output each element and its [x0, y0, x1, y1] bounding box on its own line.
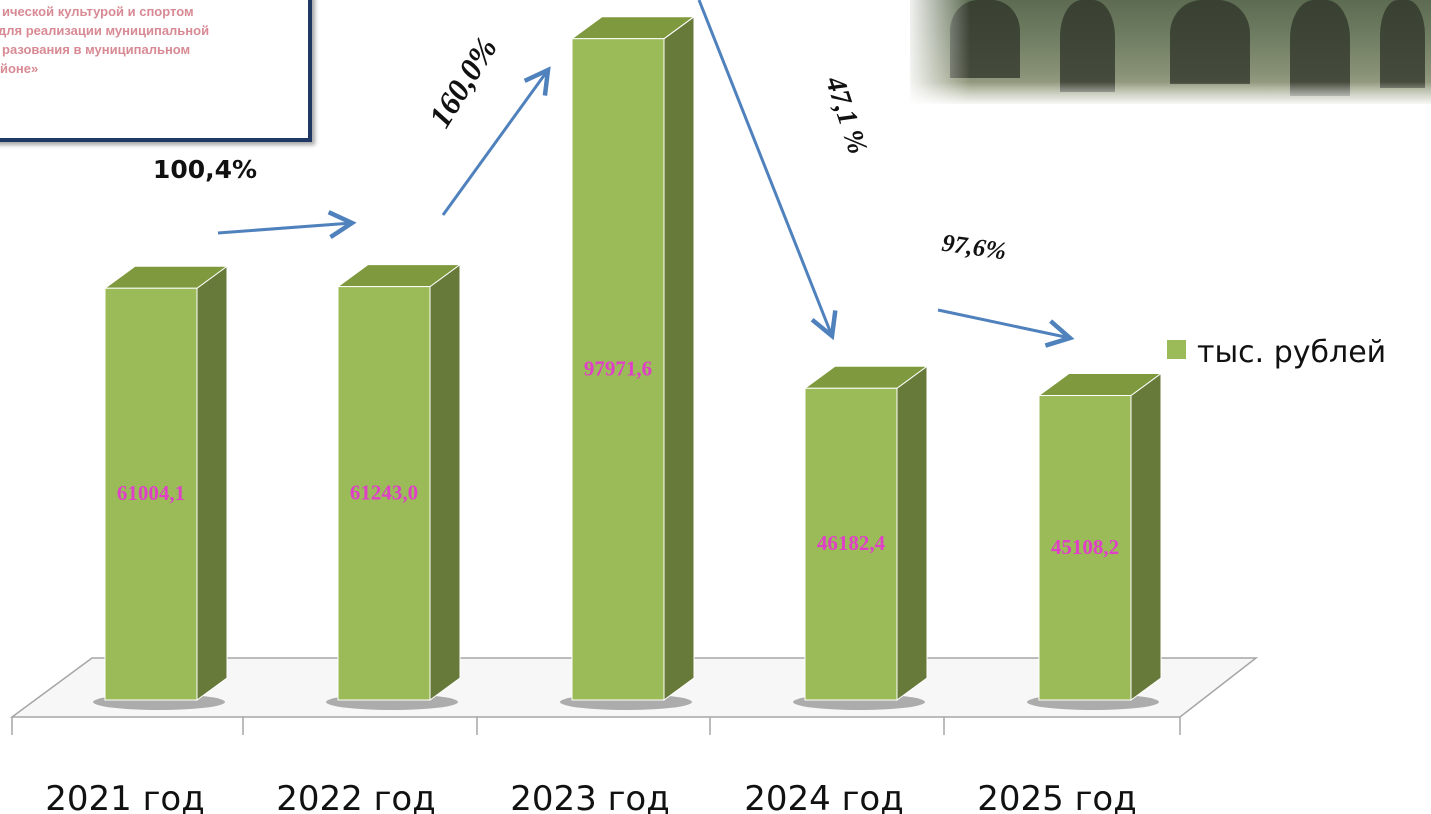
data-label: 61243,0 [350, 480, 418, 504]
data-label: 61004,1 [117, 481, 185, 505]
bars-group [93, 15, 1163, 710]
title-box: ической культурой и спортом для реализац… [0, 0, 312, 142]
growth-arrow [217, 210, 357, 240]
data-label: 46182,4 [817, 531, 886, 555]
photo-figure [1170, 0, 1250, 84]
value-labels-group: 61004,1 61243,0 97971,6 46182,4 45108,2 [117, 356, 1119, 558]
bar [804, 387, 898, 701]
growth-arrow [937, 308, 1075, 348]
photo-fade [910, 82, 1431, 104]
growth-label: 160,0% [421, 31, 504, 134]
legend-label: тыс. рублей [1197, 335, 1386, 370]
photo-figure [1380, 0, 1425, 88]
photo-figure [1060, 0, 1115, 92]
data-label: 45108,2 [1051, 535, 1119, 559]
title-line: разования в муниципальном [2, 42, 191, 57]
growth-label: 97,6% [940, 230, 1008, 266]
bar [571, 38, 665, 701]
bar-side [429, 263, 461, 701]
bar-side [896, 365, 928, 701]
growth-arrow [441, 66, 551, 216]
x-tick-label: 2025 год [977, 779, 1137, 814]
decorative-photo [910, 0, 1431, 104]
x-tick-label: 2023 год [510, 779, 670, 814]
photo-figure [1290, 0, 1350, 96]
x-tick-label: 2021 год [45, 779, 205, 814]
growth-arrow [697, 0, 838, 341]
bar [1038, 395, 1132, 701]
x-tick-label: 2024 год [744, 779, 904, 814]
title-line: для реализации муниципальной [0, 23, 210, 38]
legend-swatch [1167, 340, 1186, 359]
bar-side [663, 15, 695, 701]
legend: тыс. рублей [1167, 335, 1386, 370]
data-label: 97971,6 [584, 356, 652, 380]
title-line: йоне» [0, 61, 39, 76]
growth-label: 100,4% [153, 155, 257, 184]
x-tick-labels-group: 2021 год 2022 год 2023 год 2024 год 2025 год [45, 779, 1137, 814]
bar-side [1130, 372, 1162, 701]
bar [104, 287, 198, 701]
x-tick-label: 2022 год [276, 779, 436, 814]
growth-label: 47,1 % [819, 72, 873, 158]
bar-side [196, 265, 228, 701]
title-line: ической культурой и спортом [2, 4, 194, 19]
bar [337, 286, 431, 701]
